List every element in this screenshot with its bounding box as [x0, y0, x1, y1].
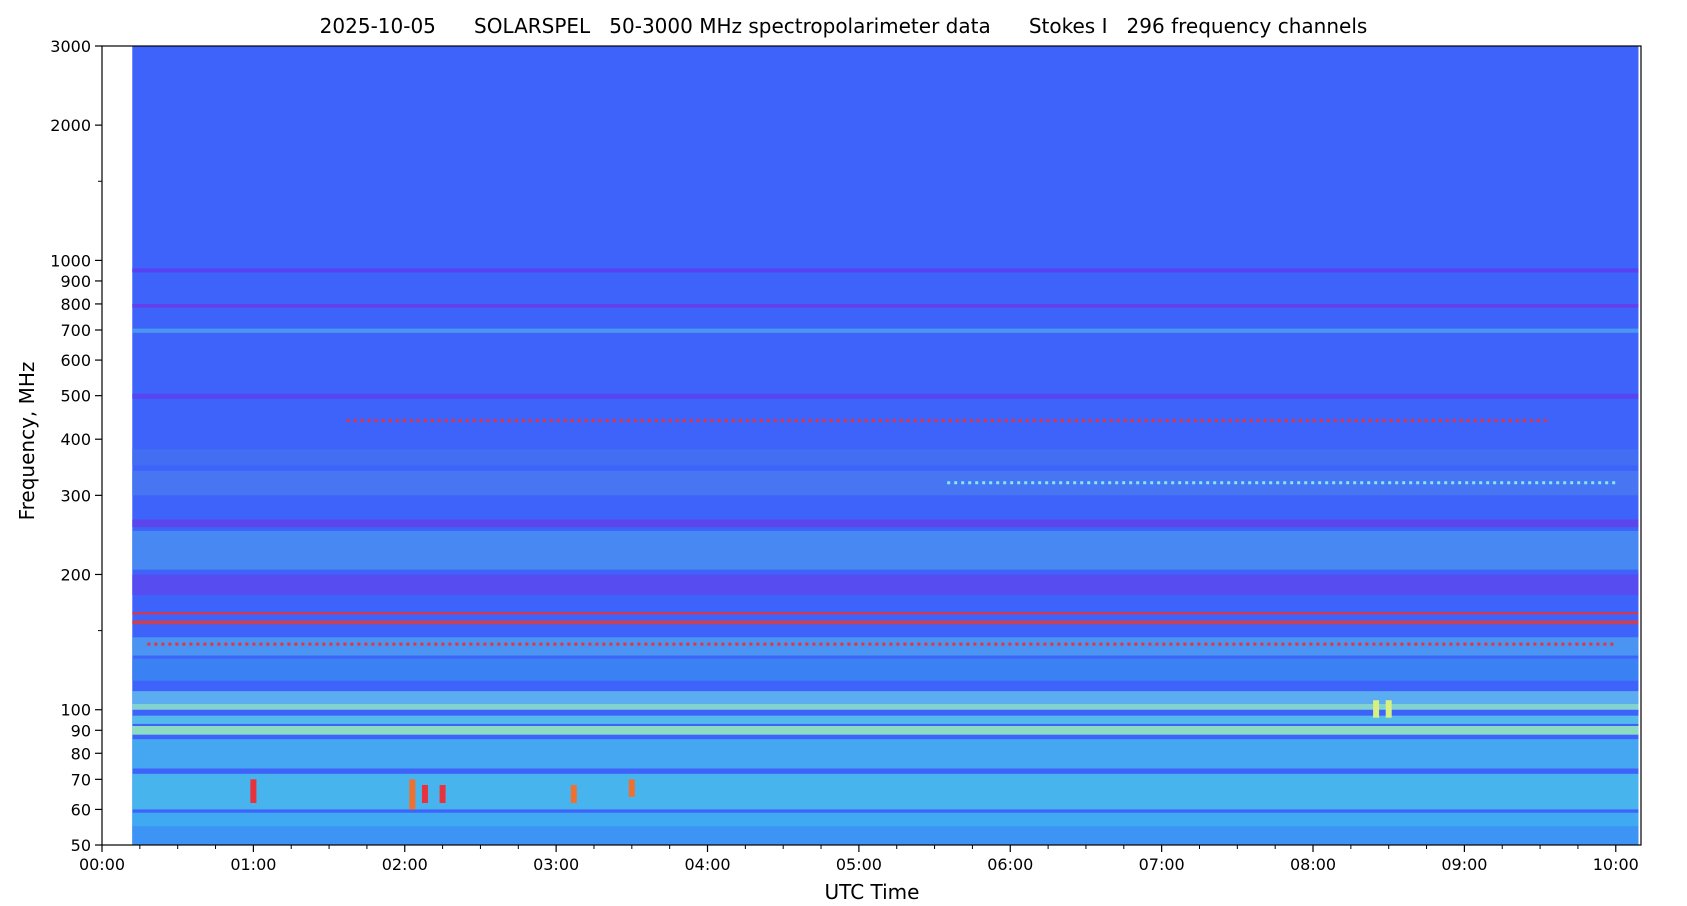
y-tick-label: 90 — [71, 721, 91, 740]
spectrogram-background — [132, 46, 1639, 845]
x-tick-label: 00:00 — [79, 855, 125, 874]
x-tick-label: 07:00 — [1139, 855, 1185, 874]
spectrogram-bands — [132, 268, 1639, 845]
frequency-band — [132, 691, 1639, 704]
x-axis: 00:00 01:00 02:00 03:00 04:00 05:00 06:00 07:00… — [79, 845, 1639, 874]
burst-mark — [421, 784, 428, 804]
y-axis-label: Frequency, MHz — [15, 362, 39, 521]
x-tick-label: 06:00 — [987, 855, 1033, 874]
y-tick-label: 3000 — [50, 37, 91, 56]
frequency-band — [132, 574, 1639, 596]
y-tick-label: 200 — [60, 565, 91, 584]
frequency-band — [132, 328, 1639, 333]
frequency-band — [132, 812, 1639, 827]
frequency-band — [132, 519, 1639, 528]
y-tick-label: 70 — [71, 770, 91, 789]
burst-mark — [1373, 700, 1380, 718]
y-tick-label: 1000 — [50, 251, 91, 270]
spectrogram-bursts — [250, 700, 1392, 810]
y-tick-label: 900 — [60, 272, 91, 291]
y-tick-label: 800 — [60, 295, 91, 314]
y-tick-label: 2000 — [50, 116, 91, 135]
frequency-band — [132, 530, 1639, 570]
frequency-band — [132, 739, 1639, 769]
frequency-band — [132, 393, 1639, 399]
plot-frame — [101, 45, 1642, 846]
frequency-band — [132, 470, 1639, 496]
plot-area — [101, 45, 1642, 846]
burst-mark — [409, 779, 416, 810]
burst-mark — [570, 784, 577, 804]
frequency-band — [132, 726, 1639, 735]
frequency-band — [132, 703, 1639, 710]
frequency-band — [132, 773, 1639, 810]
chart-title: 2025-10-05 SOLARSPEL 50-3000 MHz spectro… — [320, 14, 1368, 38]
burst-mark — [628, 779, 635, 797]
frequency-band — [132, 658, 1639, 681]
x-tick-label: 02:00 — [382, 855, 428, 874]
x-tick-label: 04:00 — [684, 855, 730, 874]
frequency-band — [132, 612, 1639, 615]
x-tick-label: 08:00 — [1290, 855, 1336, 874]
x-tick-label: 09:00 — [1441, 855, 1487, 874]
frequency-band — [132, 715, 1639, 724]
frequency-band — [132, 620, 1639, 625]
x-axis-label: UTC Time — [825, 880, 920, 904]
x-tick-label: 01:00 — [230, 855, 276, 874]
frequency-band — [132, 449, 1639, 466]
y-tick-label: 80 — [71, 744, 91, 763]
burst-mark — [439, 784, 446, 804]
frequency-band — [132, 303, 1639, 308]
y-tick-label: 50 — [71, 836, 91, 855]
y-tick-label: 700 — [60, 321, 91, 340]
y-tick-label: 600 — [60, 351, 91, 370]
burst-mark — [1385, 700, 1392, 718]
x-tick-label: 05:00 — [836, 855, 882, 874]
y-tick-label: 400 — [60, 430, 91, 449]
y-tick-label: 60 — [71, 800, 91, 819]
frequency-band — [132, 637, 1639, 656]
x-tick-label: 03:00 — [533, 855, 579, 874]
burst-mark — [250, 779, 257, 804]
frequency-band — [132, 826, 1639, 845]
x-tick-label: 10:00 — [1593, 855, 1639, 874]
y-tick-label: 100 — [60, 701, 91, 720]
y-tick-label: 500 — [60, 387, 91, 406]
y-tick-label: 300 — [60, 486, 91, 505]
frequency-band — [132, 268, 1639, 273]
